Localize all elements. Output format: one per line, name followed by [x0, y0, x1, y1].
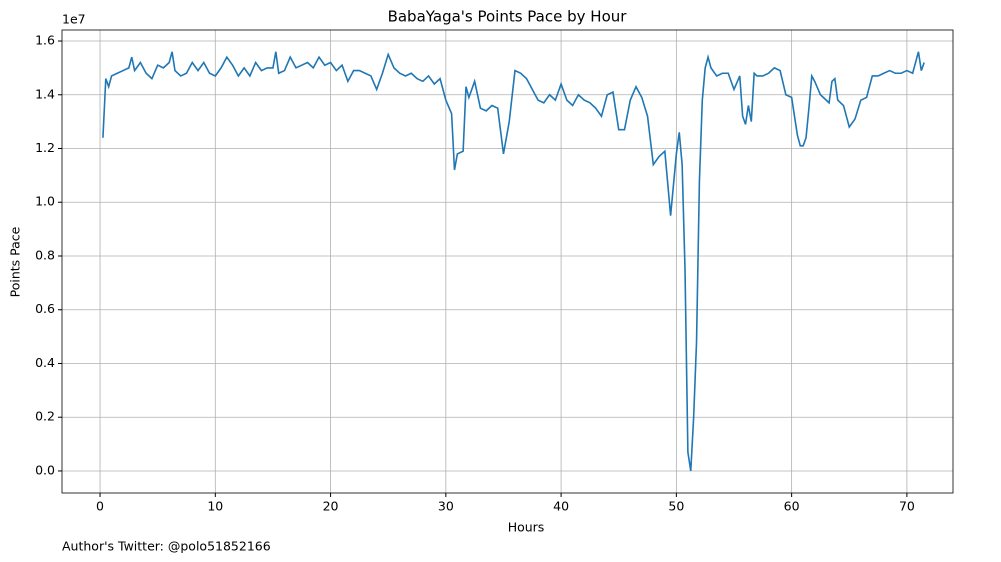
x-tick-label: 40 [553, 499, 569, 514]
y-offset-label: 1e7 [62, 12, 86, 27]
y-tick-label: 1.0 [35, 194, 55, 209]
x-tick-label: 10 [207, 499, 223, 514]
y-tick-label: 0.8 [35, 247, 55, 262]
x-tick-label: 50 [668, 499, 684, 514]
y-tick-label: 0.6 [35, 301, 55, 316]
x-tick-label: 70 [899, 499, 915, 514]
y-tick-label: 0.0 [35, 462, 55, 477]
y-axis-label: Points Pace [8, 226, 23, 297]
plot-frame [61, 29, 954, 494]
x-tick-label: 60 [784, 499, 800, 514]
y-tick-label: 1.4 [35, 86, 55, 101]
x-tick-label: 0 [96, 499, 104, 514]
y-tick-label: 0.2 [35, 409, 55, 424]
x-tick-label: 30 [438, 499, 454, 514]
footer: Author's Twitter: @polo51852166 [62, 539, 271, 554]
data-line [102, 51, 925, 472]
x-axis-label: Hours [508, 520, 545, 535]
chart-title: BabaYaga's Points Pace by Hour [388, 8, 628, 26]
y-tick-label: 1.2 [35, 140, 55, 155]
y-tick-label: 0.4 [35, 355, 55, 370]
y-tick-label: 1.6 [35, 33, 55, 48]
x-tick-label: 20 [323, 499, 339, 514]
